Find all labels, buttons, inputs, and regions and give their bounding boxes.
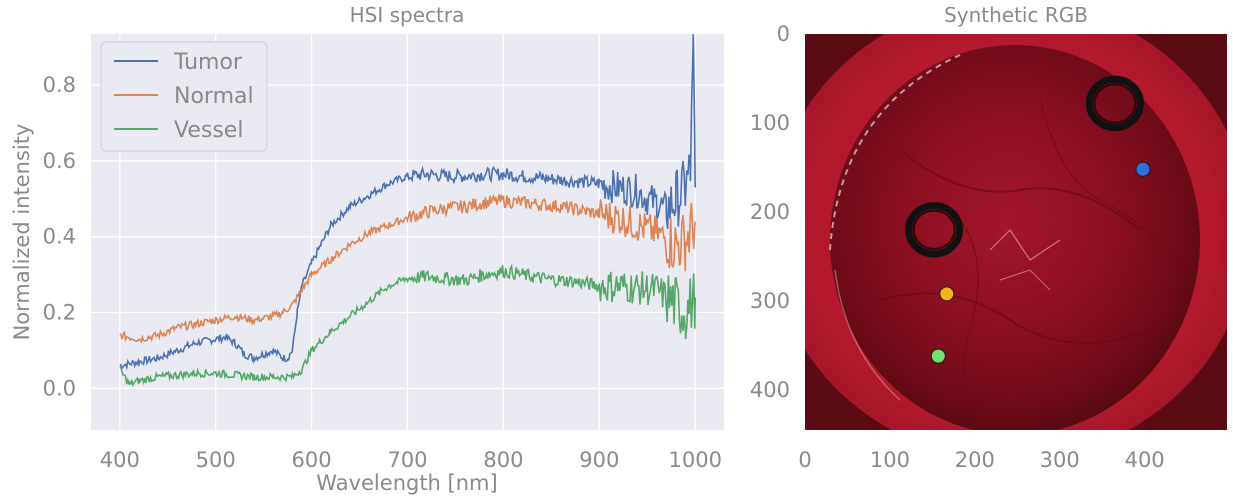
x-tick-label: 700 (387, 448, 427, 472)
x-tick-label: 900 (579, 448, 619, 472)
x-tick-label: 1000 (669, 448, 722, 472)
series-lines (119, 34, 696, 388)
marker-rings (905, 75, 1144, 258)
image-y-tick-label: 100 (750, 111, 790, 135)
y-axis-label: Normalized intensity (10, 124, 34, 341)
black-ring (905, 202, 964, 258)
image-y-tick-labels: 0 100 200 300 400 (750, 22, 790, 402)
tissue-interior (830, 45, 1200, 430)
rgb-image-panel: Synthetic RGB 0 100 200 300 400 0 100 200 300 40… (750, 3, 1227, 472)
image-x-tick-label: 300 (1040, 448, 1080, 472)
black-ring (1085, 75, 1144, 132)
marker-vessel (930, 348, 946, 364)
y-tick-label: 0.2 (43, 301, 76, 325)
rim-highlight (829, 54, 961, 251)
x-tick-labels: 400 500 600 700 800 900 1000 (100, 448, 722, 472)
series-line-tumor (119, 34, 696, 371)
gridlines (91, 34, 724, 430)
x-tick-label: 500 (196, 448, 236, 472)
y-tick-label: 0.0 (43, 376, 76, 400)
chart-title: HSI spectra (350, 3, 465, 27)
point-markers (930, 161, 1151, 364)
y-tick-label: 0.8 (43, 73, 76, 97)
image-x-tick-label: 200 (955, 448, 995, 472)
y-tick-labels: 0.0 0.2 0.4 0.6 0.8 (43, 73, 76, 400)
legend-label-vessel: Vessel (174, 118, 243, 143)
x-axis-label: Wavelength [nm] (316, 471, 497, 495)
series-line-normal (119, 193, 696, 344)
tissue-image (805, 34, 1227, 430)
image-y-tick-label: 300 (750, 289, 790, 313)
image-x-tick-label: 400 (1125, 448, 1165, 472)
spectra-chart: 400 500 600 700 800 900 1000 0.0 0.2 0.4 0.6 0.8 H… (10, 3, 724, 495)
legend-label-tumor: Tumor (173, 50, 243, 75)
black-ring-inner (912, 209, 956, 250)
legend-label-normal: Normal (174, 84, 254, 109)
image-x-tick-labels: 0 100 200 300 400 (798, 448, 1164, 472)
series-line-vessel (119, 263, 696, 388)
image-x-tick-label: 100 (870, 448, 910, 472)
image-y-tick-label: 0 (777, 22, 790, 46)
image-y-tick-label: 200 (750, 200, 790, 224)
x-tick-label: 800 (483, 448, 523, 472)
y-tick-label: 0.6 (43, 149, 76, 173)
marker-tumor (1135, 161, 1151, 177)
black-ring-inner (1093, 83, 1137, 124)
legend: Tumor Normal Vessel (100, 41, 268, 152)
y-tick-label: 0.4 (43, 225, 76, 249)
marker-normal (939, 286, 955, 302)
x-tick-label: 400 (100, 448, 140, 472)
image-x-tick-label: 0 (798, 448, 811, 472)
image-y-tick-label: 400 (750, 378, 790, 402)
legend-box (100, 41, 268, 152)
image-title: Synthetic RGB (944, 3, 1088, 27)
x-tick-label: 600 (292, 448, 332, 472)
